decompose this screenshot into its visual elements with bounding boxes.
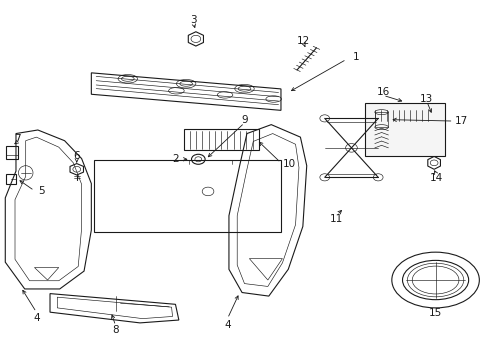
Text: 5: 5 [38,186,44,196]
Text: 7: 7 [14,134,20,144]
Text: 17: 17 [454,116,467,126]
Text: 2: 2 [172,154,179,164]
Bar [374,112,387,127]
Bar [365,103,445,156]
Text: 16: 16 [376,87,389,98]
Text: 1: 1 [352,52,359,62]
Text: 14: 14 [429,173,442,183]
Text: 13: 13 [419,94,432,104]
Text: 11: 11 [329,214,343,224]
Bar [6,174,16,184]
Text: 9: 9 [241,115,247,125]
Text: 6: 6 [73,151,80,161]
Bar [370,110,429,121]
Text: 12: 12 [297,36,310,46]
Bar [6,146,19,158]
Text: 4: 4 [33,312,40,323]
Text: 3: 3 [190,15,196,25]
Text: 10: 10 [282,159,295,169]
Text: 8: 8 [112,325,119,335]
Text: 4: 4 [224,320,230,330]
Text: 15: 15 [428,308,441,318]
Bar [368,109,431,123]
